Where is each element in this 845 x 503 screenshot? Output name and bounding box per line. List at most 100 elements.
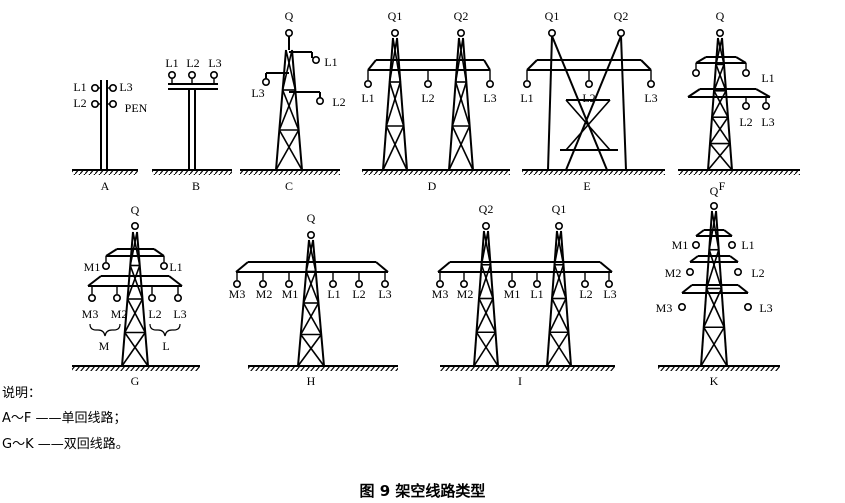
conductor-label: M1 [282, 287, 299, 301]
tower-brace [305, 271, 320, 304]
crossarm [483, 59, 491, 71]
tower-brace [713, 90, 729, 118]
panel-caption: F [719, 179, 726, 193]
conductor-insulator-icon [743, 302, 752, 311]
crossarm [737, 284, 749, 294]
conductor-label: L1 [741, 238, 754, 252]
tower-brace [700, 326, 725, 367]
conductor-insulator-icon [580, 279, 589, 288]
tower-brace [473, 331, 497, 367]
tower-brace [703, 326, 728, 367]
tower-brace [478, 264, 492, 299]
tower-brace [483, 230, 492, 265]
tower-brace [707, 143, 731, 171]
conductor-label: L2 [148, 307, 161, 321]
tower-brace [705, 288, 725, 328]
conductor-insulator-icon [233, 279, 242, 288]
conductor-label: L2 [332, 95, 345, 109]
conductor-label: L2 [751, 266, 764, 280]
crossarm [375, 261, 389, 273]
tower-brace [715, 64, 727, 92]
conductor-insulator-icon [363, 80, 372, 89]
conductor-label: M1 [672, 238, 689, 252]
tower-brace [478, 298, 497, 333]
crossarm [723, 229, 733, 237]
conductor-insulator-icon [554, 222, 563, 231]
conductor-insulator-icon [390, 28, 399, 37]
tower-brace [129, 265, 144, 300]
ground-hatch-fill [658, 366, 780, 371]
conductor-label: L1 [520, 91, 533, 105]
conductor-label: L2 [73, 96, 86, 110]
tower-brace [709, 116, 729, 145]
conductor-label: L1 [324, 55, 337, 69]
tower-brace [553, 264, 567, 299]
conductor-insulator-icon [160, 261, 169, 270]
tower-brace [308, 239, 317, 272]
crossarm [599, 261, 613, 273]
conductor-insulator-icon [677, 302, 686, 311]
tower-brace [302, 302, 322, 335]
crossarm [437, 261, 451, 273]
conductor-insulator-icon [311, 55, 320, 64]
conductor-label: L3 [173, 307, 186, 321]
conductor-label: L2 [352, 287, 365, 301]
conductor-label: L [162, 339, 169, 353]
tower-brace [297, 334, 322, 367]
tower-brace [126, 298, 146, 333]
tower-brace [451, 125, 474, 171]
tower-leg [565, 35, 622, 171]
crossarm [755, 88, 771, 98]
conductor-insulator-icon [284, 279, 293, 288]
conductor-label: L3 [759, 301, 772, 315]
conductor-label: M3 [432, 287, 449, 301]
conductor-label: L1 [327, 287, 340, 301]
conductor-label: L3 [378, 287, 391, 301]
tower-brace [480, 230, 489, 265]
crossarm [729, 255, 739, 263]
conductor-insulator-icon [210, 71, 219, 80]
tower-brace [121, 332, 146, 367]
conductor-insulator-icon [604, 279, 613, 288]
conductor-insulator-icon [741, 102, 750, 111]
panel-caption: H [307, 374, 316, 388]
conductor-insulator-icon [522, 80, 531, 89]
conductor-label: L3 [208, 56, 221, 70]
conductor-label: L3 [483, 91, 496, 105]
conductor-insulator-icon [109, 100, 118, 109]
tower-brace [382, 125, 405, 171]
conductor-insulator-icon [727, 241, 736, 250]
figure-title: 图 9 架空线路类型 [359, 482, 486, 500]
ground-hatch-fill [440, 366, 615, 371]
conductor-insulator-icon [646, 80, 655, 89]
conductor-insulator-icon [616, 28, 625, 37]
conductor-insulator-icon [485, 80, 494, 89]
crossarm [689, 255, 699, 263]
conductor-label: M [99, 339, 110, 353]
ground-hatch-fill [678, 170, 800, 175]
crossarm [735, 56, 747, 64]
group-brace-m [89, 323, 121, 337]
conductor-label: M3 [82, 307, 99, 321]
tower-brace [281, 89, 300, 131]
ground-hatch-fill [248, 366, 398, 371]
conductor-insulator-icon [306, 231, 315, 240]
tower-brace [448, 125, 471, 171]
conductor-insulator-icon [435, 279, 444, 288]
conductor-label: L3 [603, 287, 616, 301]
conductor-insulator-icon [423, 80, 432, 89]
conductor-insulator-icon [584, 80, 593, 89]
ground-hatch-fill [362, 170, 510, 175]
conductor-label: M2 [457, 287, 474, 301]
conductor-insulator-icon [131, 222, 140, 231]
tower-brace [285, 49, 297, 91]
tower-brace [281, 49, 293, 91]
tower-leg [275, 49, 287, 171]
conductor-label: L1 [530, 287, 543, 301]
tower-leg [291, 49, 303, 171]
ground-hatch-fill [240, 170, 340, 175]
conductor-label: M1 [504, 287, 521, 301]
tower-brace [300, 302, 320, 335]
tower-brace [126, 265, 141, 300]
tower-brace [551, 264, 565, 299]
